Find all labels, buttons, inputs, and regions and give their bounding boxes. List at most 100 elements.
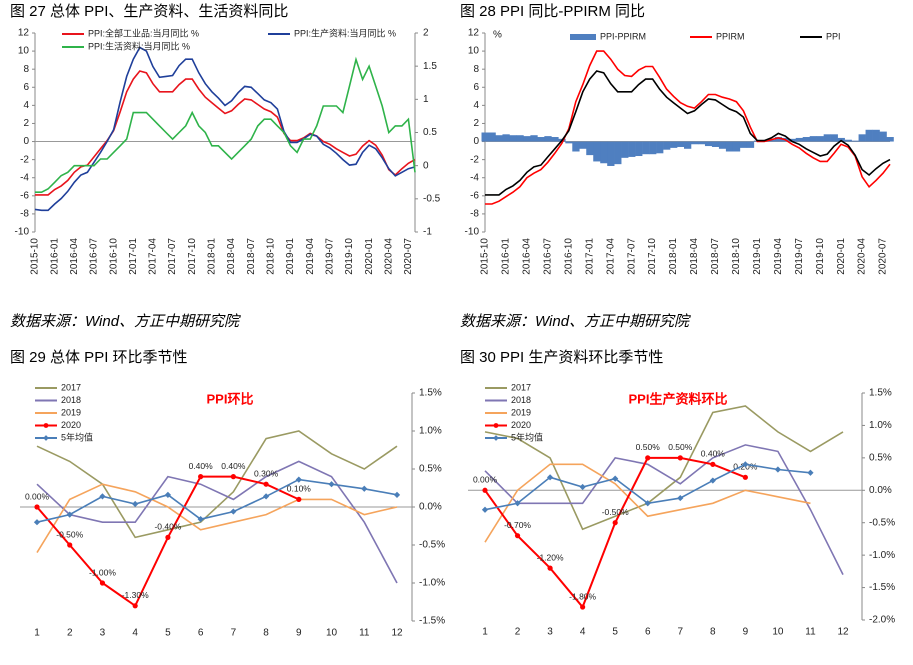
y-tick-label: -6 (20, 190, 29, 201)
x-tick-label: 8 (710, 627, 716, 638)
x-tick-label: 9 (296, 628, 302, 639)
bar (579, 141, 587, 149)
x-tick-label: 11 (805, 627, 816, 638)
x-tick-label: 2020-04 (383, 238, 394, 275)
x-tick-label: 12 (391, 628, 403, 639)
data-label: 0.30% (254, 468, 279, 478)
bar (565, 141, 573, 144)
bar (788, 138, 797, 142)
x-tick-label: 2017-10 (187, 238, 198, 275)
marker (807, 469, 814, 476)
series-line (484, 463, 811, 543)
x-tick-label: 2016-10 (108, 238, 119, 275)
x-tick-label: 2019-07 (794, 238, 805, 275)
x-tick-label: 2016-07 (89, 238, 100, 275)
y-unit: % (493, 30, 502, 41)
bar (684, 141, 692, 149)
x-tick-label: 2018-01 (668, 238, 679, 275)
x-tick-label: 2017-01 (128, 238, 139, 275)
bar (635, 141, 643, 157)
bar (572, 141, 580, 152)
legend-marker (493, 435, 499, 441)
y-tick-label: 0.0% (869, 485, 892, 496)
legend-label: PPI (826, 31, 841, 41)
y-tick-label: 1.0% (419, 426, 442, 437)
y-tick-label: -2 (470, 154, 479, 165)
bar (670, 141, 678, 148)
series-line (485, 50, 891, 205)
x-tick-label: 2018-07 (246, 238, 257, 275)
data-label: -1.30% (122, 590, 149, 600)
bar (649, 141, 657, 155)
x-tick-label: 9 (743, 627, 749, 638)
caption: 图 27 总体 PPI、生产资料、生活资料同比 (10, 3, 288, 20)
marker (67, 542, 73, 548)
y-tick-label: -1.5% (419, 616, 445, 627)
series-line (36, 483, 398, 554)
y-tick-label: 10 (18, 46, 30, 57)
y-tick-label: -1 (423, 227, 432, 238)
bar (844, 139, 852, 142)
x-tick-label: 5 (165, 628, 171, 639)
data-label: -0.50% (56, 529, 83, 539)
bar (879, 131, 887, 142)
legend-label: 2018 (511, 395, 531, 405)
data-label: -1.00% (89, 567, 116, 577)
y-tick-label: 4 (473, 100, 479, 111)
y-tick-label: 1.5% (869, 388, 892, 399)
legend-label: 2018 (61, 395, 81, 405)
marker (580, 604, 586, 610)
caption: 图 28 PPI 同比-PPIRM 同比 (460, 3, 645, 20)
caption: 图 30 PPI 生产资料环比季节性 (460, 349, 663, 366)
data-label: -1.20% (537, 552, 564, 562)
y-tick-label: 0 (23, 136, 29, 147)
x-tick-label: 2017-04 (148, 238, 159, 275)
legend-label: 2019 (61, 407, 81, 417)
x-tick-label: 2016-07 (542, 238, 553, 275)
x-tick-label: 2019-07 (324, 238, 335, 275)
x-tick-label: 3 (547, 627, 553, 638)
bar (656, 141, 664, 154)
marker (165, 534, 171, 541)
y-tick-label: -2.0% (869, 615, 895, 626)
bar (704, 141, 713, 147)
series-line (35, 70, 416, 196)
bar (718, 141, 727, 149)
x-tick-label: 2020-01 (836, 238, 847, 275)
data-label: -1.80% (569, 591, 596, 601)
y-tick-label: -1.0% (869, 550, 895, 561)
legend-marker (43, 423, 49, 428)
legend-label: 2020 (61, 420, 81, 430)
bar (746, 141, 755, 148)
y-tick-label: 6 (473, 82, 479, 93)
marker (514, 533, 521, 539)
y-tick-label: -0.5% (869, 517, 895, 528)
bar (865, 129, 873, 142)
marker (295, 476, 302, 483)
data-label: 0.40% (701, 449, 726, 459)
x-tick-label: 2018-04 (689, 238, 700, 275)
legend-label: PPI:生产资料:当月同比 % (294, 27, 396, 38)
y-tick-label: 0.5 (423, 127, 437, 138)
legend-label: PPIRM (716, 31, 745, 41)
x-tick-label: 2016-04 (522, 238, 533, 275)
marker (328, 481, 335, 488)
legend-label: 2017 (61, 382, 81, 392)
x-tick-label: 12 (837, 627, 849, 638)
marker (230, 508, 237, 515)
y-tick-label: 0.5% (869, 452, 892, 463)
bar (523, 136, 531, 142)
marker (230, 474, 236, 480)
marker (612, 475, 619, 482)
marker (742, 474, 748, 480)
y-tick-label: 4 (23, 100, 29, 111)
x-tick-label: 2020-07 (878, 238, 889, 275)
bar (628, 141, 636, 157)
x-tick-label: 2018-01 (207, 238, 218, 275)
x-tick-label: 2018-04 (226, 238, 237, 275)
bar (642, 141, 650, 155)
x-tick-label: 8 (263, 628, 269, 639)
y-tick-label: 2 (473, 118, 479, 129)
legend-marker (43, 435, 49, 441)
